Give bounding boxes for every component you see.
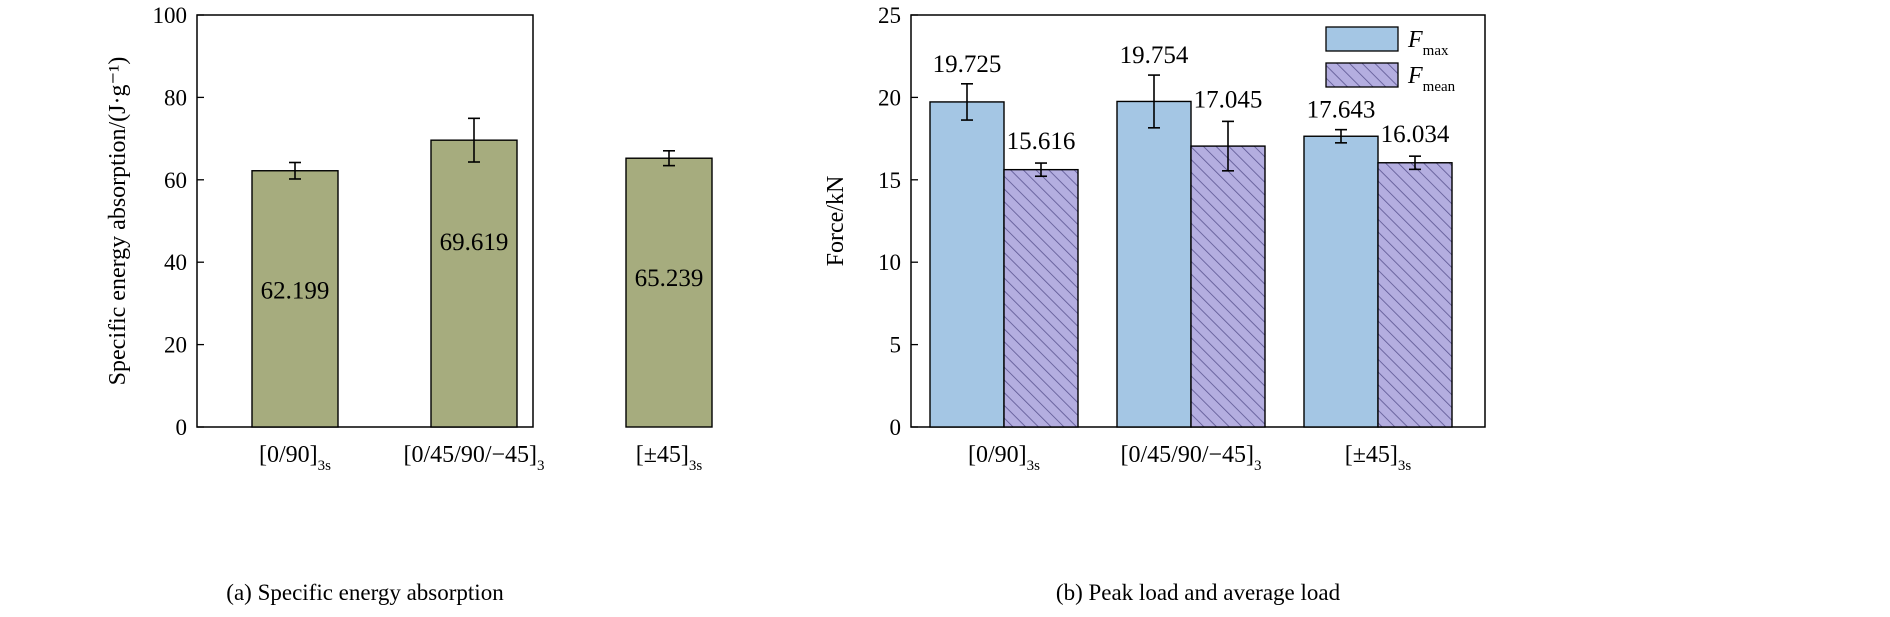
caption: (b) Peak load and average load bbox=[1056, 580, 1341, 605]
data-label: 69.619 bbox=[440, 229, 509, 256]
x-tick-label: [0/45/90/−45]3 bbox=[1120, 442, 1261, 474]
data-label: 19.725 bbox=[933, 51, 1002, 78]
x-tick-label: [0/90]3s bbox=[259, 442, 331, 474]
legend-label: Fmax bbox=[1407, 27, 1449, 59]
bar-sea-1 bbox=[430, 139, 518, 428]
y-tick-label: 25 bbox=[878, 3, 901, 28]
legend-label: Fmean bbox=[1407, 63, 1456, 95]
x-tick-label: [0/90]3s bbox=[968, 442, 1040, 474]
bar-sea-2 bbox=[625, 157, 713, 428]
y-axis-label: Specific energy absorption/(J·g⁻¹) bbox=[105, 57, 131, 386]
x-tick-label: [±45]3s bbox=[1345, 442, 1412, 474]
y-tick-label: 0 bbox=[176, 415, 188, 440]
data-label: 62.199 bbox=[261, 278, 330, 305]
y-tick-label: 80 bbox=[164, 85, 187, 110]
bar-max-2 bbox=[1303, 135, 1379, 428]
caption: (a) Specific energy absorption bbox=[226, 580, 504, 605]
x-tick-label: [0/45/90/−45]3 bbox=[403, 442, 544, 474]
y-tick-label: 15 bbox=[878, 168, 901, 193]
y-tick-label: 20 bbox=[164, 333, 187, 358]
y-tick-label: 0 bbox=[890, 415, 902, 440]
x-tick-label: [±45]3s bbox=[636, 442, 703, 474]
bar-max-0 bbox=[929, 101, 1005, 428]
bar-max-1 bbox=[1116, 100, 1192, 428]
y-axis-label: Force/kN bbox=[823, 176, 849, 267]
data-label: 15.616 bbox=[1007, 128, 1076, 155]
bar-mean-2 bbox=[1377, 162, 1453, 428]
data-label: 16.034 bbox=[1381, 121, 1450, 148]
bar-sea-0 bbox=[251, 170, 339, 428]
y-tick-label: 5 bbox=[890, 333, 902, 358]
bar-mean-0 bbox=[1003, 168, 1079, 428]
data-label: 65.239 bbox=[635, 265, 704, 292]
data-label: 17.045 bbox=[1194, 86, 1263, 113]
data-label: 17.643 bbox=[1307, 97, 1376, 124]
bar-mean-1 bbox=[1190, 145, 1266, 428]
chart-panel-0: 0 20 40 60 80 100 Specific energy absorption/(… bbox=[105, 3, 713, 605]
plot-frame bbox=[196, 14, 534, 428]
chart-panel-1: 0 5 10 15 20 25 Force/kN [0/90]3s 19.725 15.616 [0… bbox=[823, 3, 1486, 605]
y-tick-label: 10 bbox=[878, 250, 901, 275]
y-tick-label: 20 bbox=[878, 85, 901, 110]
y-tick-label: 40 bbox=[164, 250, 187, 275]
legend-swatch bbox=[1325, 26, 1399, 52]
legend: Fmax Fmean bbox=[1325, 26, 1456, 95]
legend-swatch bbox=[1325, 62, 1399, 88]
data-label: 19.754 bbox=[1120, 42, 1189, 69]
y-tick-label: 60 bbox=[164, 168, 187, 193]
y-tick-label: 100 bbox=[153, 3, 188, 28]
